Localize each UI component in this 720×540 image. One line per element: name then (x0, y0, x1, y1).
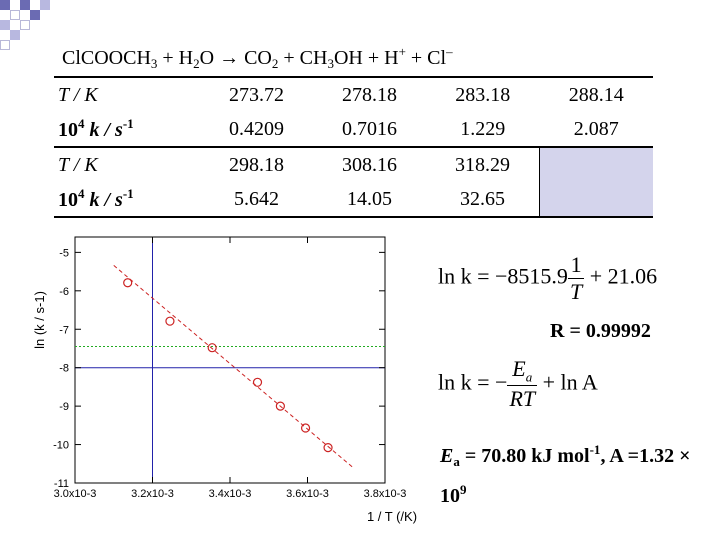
table-row: T / K 298.18 308.16 318.29 (54, 146, 653, 217)
table-cell: 273.72 (200, 76, 313, 112)
r-value: R = 0.99992 (550, 320, 651, 342)
reaction-equation: ClCOOCH3 + H2O → CO2 + CH3OH + H+ + Cl– (62, 44, 453, 71)
y-tick-label: -5 (59, 247, 69, 259)
y-tick-label: -9 (59, 401, 69, 413)
rate-label: 104 k / s-1 (58, 116, 134, 141)
data-point (275, 401, 285, 411)
data-point (252, 377, 263, 387)
arrhenius-equation: ln k = − Ea RT + ln A (438, 356, 598, 412)
table-row: 104 k / s-1 5.642 14.05 32.65 (54, 182, 653, 217)
data-point (123, 278, 133, 288)
y-tick-label: -11 (54, 478, 69, 490)
table-row: T / K 273.72 278.18 283.18 288.14 (54, 76, 653, 112)
table-cell: 0.7016 (342, 117, 397, 140)
empty-cell (539, 146, 653, 217)
rate-label: 104 k / s-1 (58, 186, 134, 211)
table-row: 104 k / s-1 0.4209 0.7016 1.229 2.087 (54, 112, 653, 147)
corner-decoration (0, 0, 60, 60)
table-cell: 14.05 (347, 187, 392, 210)
y-tick-label: -8 (59, 363, 69, 375)
data-point (323, 443, 333, 453)
x-tick-label: 3.2x10-3 (131, 488, 174, 500)
temperature-label: T / K (54, 76, 200, 112)
table-cell: 283.18 (426, 76, 540, 112)
fit-equation: ln k = −8515.9 1 T + 21.06 (438, 252, 658, 304)
table-cell: 298.18 (200, 146, 313, 182)
y-axis-label: ln (k / s-1) (32, 291, 47, 349)
table-cell: 288.14 (539, 76, 653, 112)
table-cell: 0.4209 (229, 117, 284, 140)
y-tick-label: -6 (59, 286, 69, 298)
arrhenius-plot: -5 -6 -7 -8 -9 -10 -113.0x10-3 3.2x10-3 3.4x10-3… (32, 236, 417, 524)
x-tick-label: 3.0x10-3 (54, 488, 97, 500)
x-tick-label: 3.6x10-3 (286, 488, 329, 500)
activation-energy-result: Ea = 70.80 kJ mol-1, A =1.32 × 109 (440, 442, 691, 507)
fit-line (113, 265, 355, 469)
table-cell: 278.18 (313, 76, 426, 112)
table-cell: 308.16 (313, 146, 426, 182)
table-cell: 1.229 (460, 117, 506, 140)
arrow-icon: → (219, 47, 240, 69)
plot-frame (74, 236, 386, 484)
y-tick-label: -10 (53, 440, 69, 452)
x-tick-label: 3.4x10-3 (209, 488, 252, 500)
data-point (165, 316, 175, 326)
x-tick-label: 3.8x10-3 (364, 488, 407, 500)
table-cell: 318.29 (426, 146, 540, 182)
temperature-label: T / K (54, 146, 200, 182)
rate-constant-table: T / K 273.72 278.18 283.18 288.14 104 k … (54, 76, 653, 218)
table-cell: 5.642 (234, 187, 279, 210)
y-tick-label: -7 (59, 324, 69, 336)
table-cell: 2.087 (573, 117, 619, 140)
table-cell: 32.65 (460, 187, 505, 210)
x-axis-label: 1 / T (/K) (367, 509, 417, 524)
data-point (207, 343, 217, 353)
data-point (300, 423, 311, 433)
